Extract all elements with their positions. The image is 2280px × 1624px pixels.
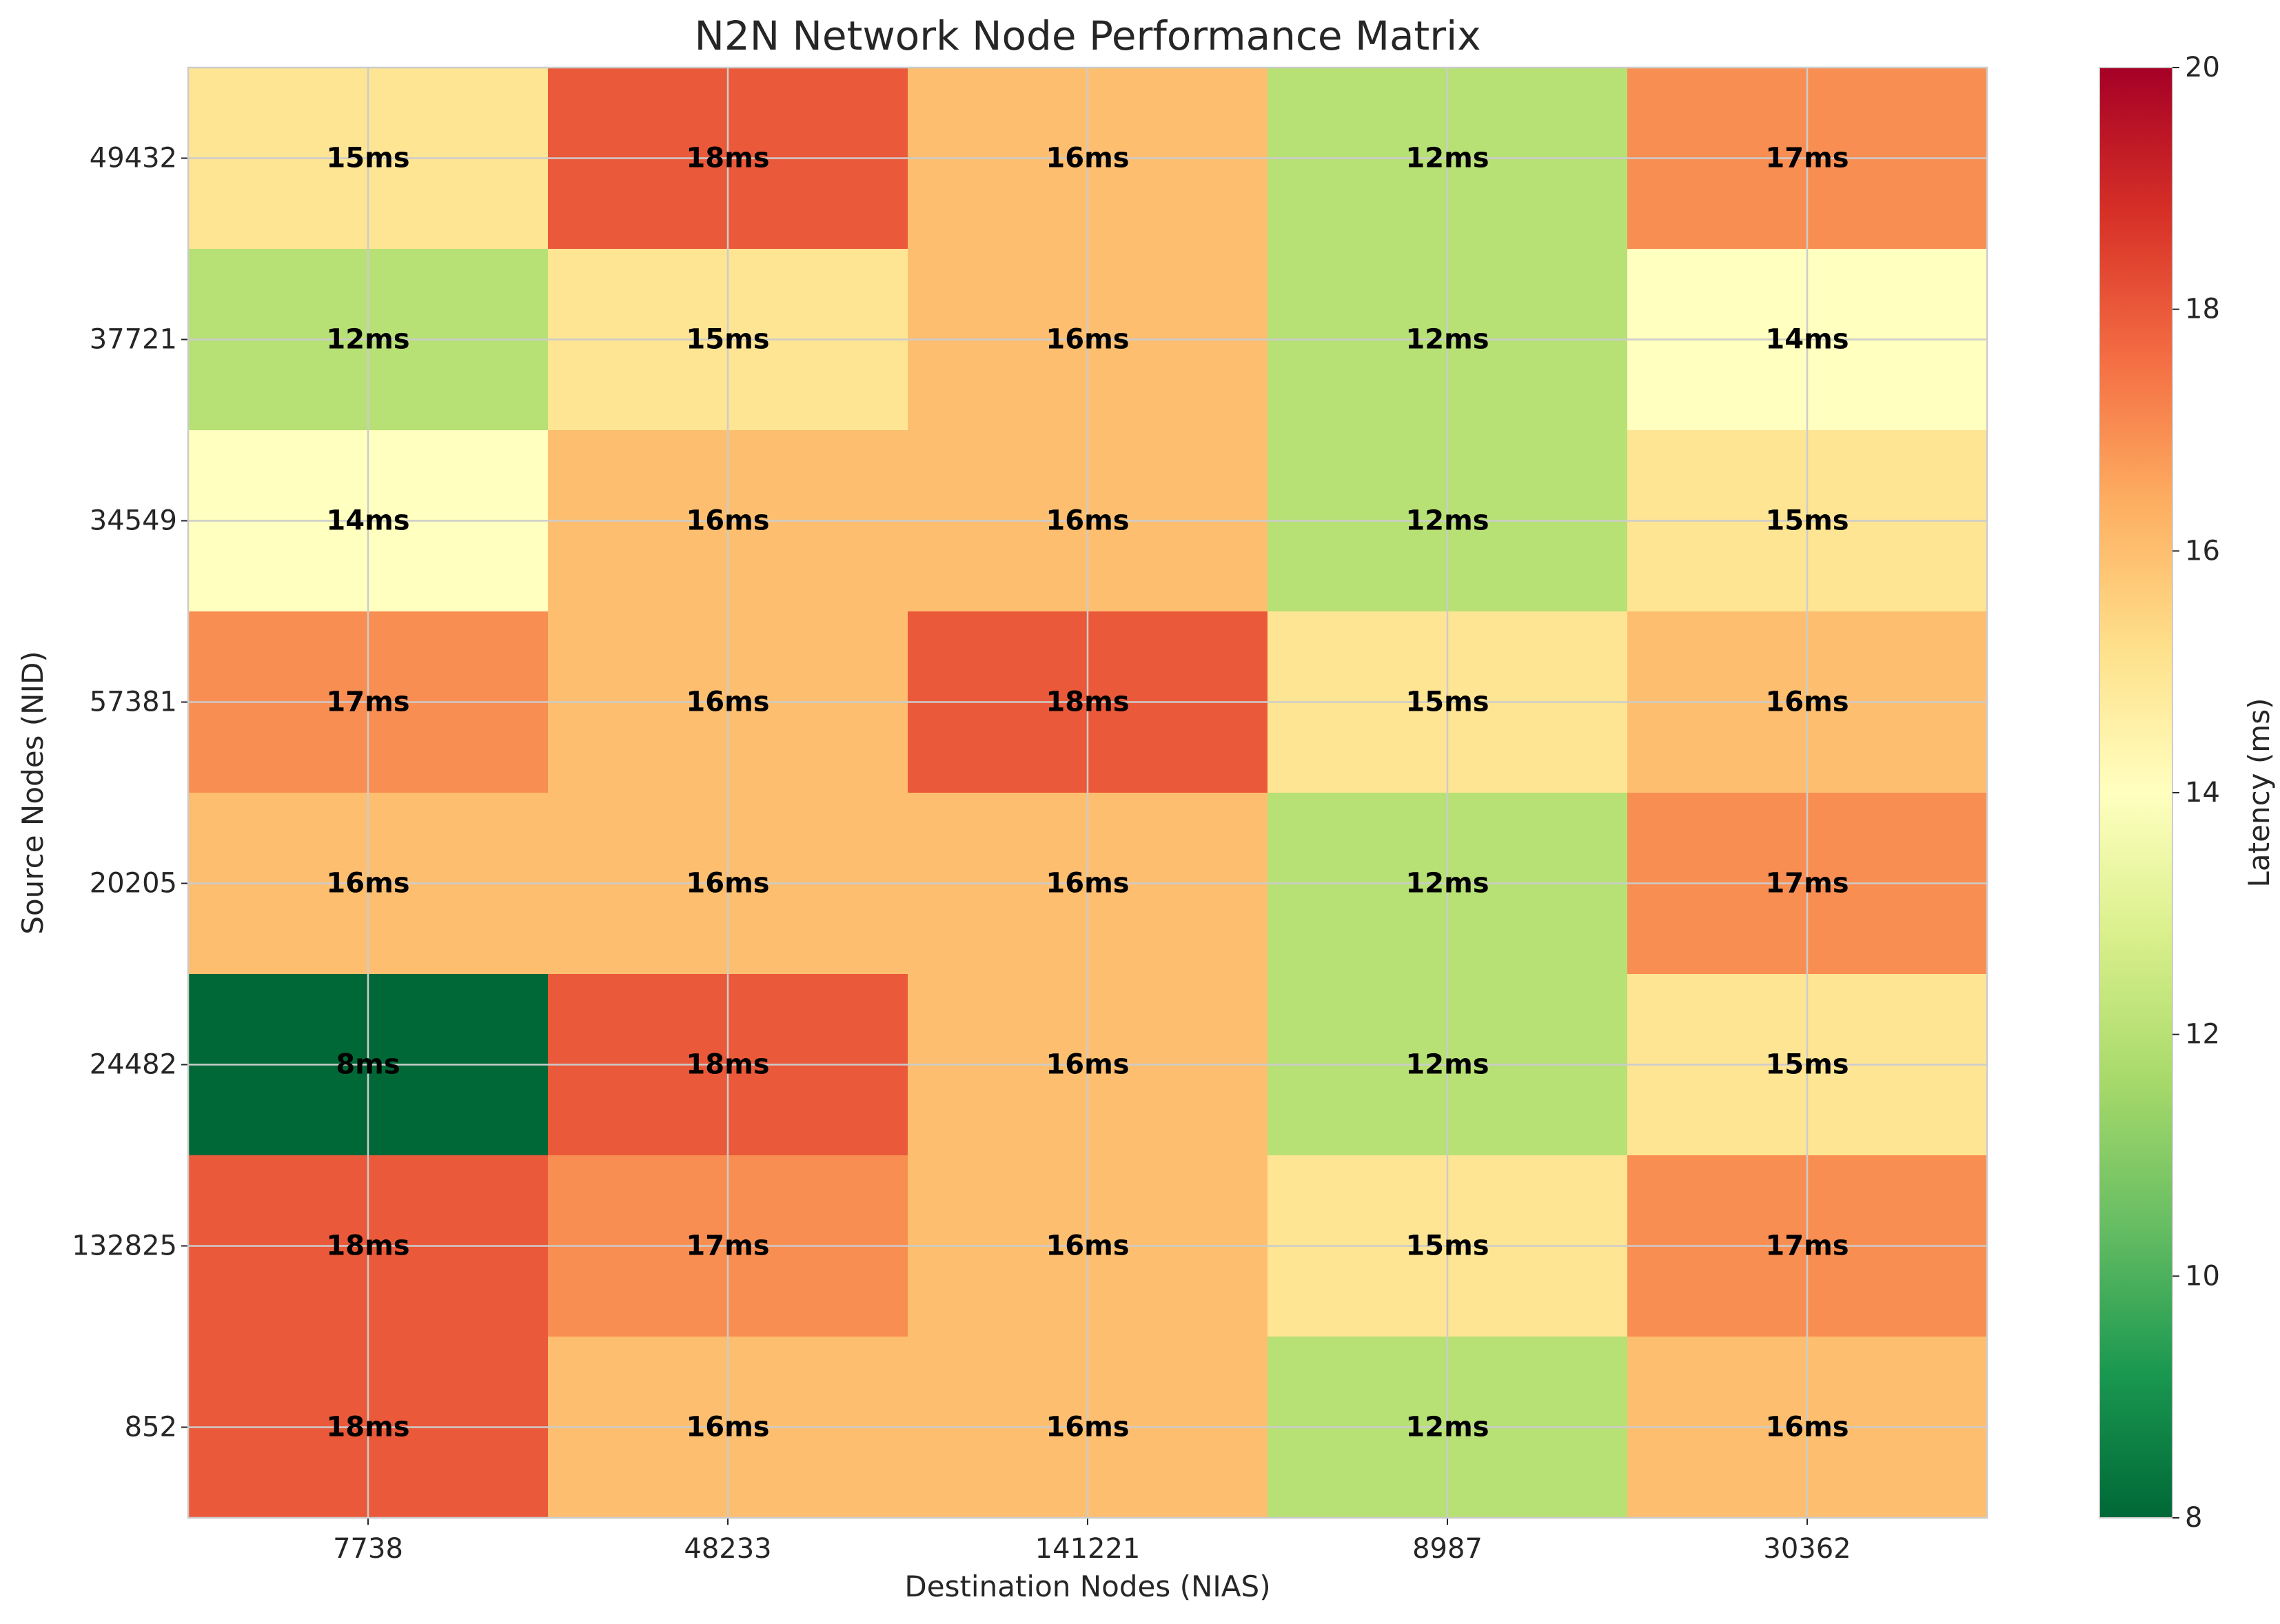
y-tick-label: 24482	[90, 1049, 177, 1081]
cell-value-label: 16ms	[686, 868, 769, 900]
y-axis-ticks: 49432 37721 34549 57381 20205 24482 132825 852	[72, 143, 188, 1443]
x-tick-label: 141221	[1035, 1533, 1141, 1565]
cell-value-label: 16ms	[326, 868, 409, 900]
cell-value-label: 12ms	[326, 324, 409, 356]
cell-annotations: 15ms 18ms 16ms 12ms 17ms 12ms 15ms 16ms 12ms 14ms…	[326, 143, 1849, 1443]
cell-value-label: 8ms	[336, 1049, 400, 1081]
cell-value-label: 12ms	[1405, 1412, 1489, 1443]
y-tick-label: 37721	[90, 324, 177, 356]
cell-value-label: 16ms	[1046, 1049, 1129, 1081]
cell-value-label: 12ms	[1405, 324, 1489, 356]
y-axis-label: Source Nodes (NID)	[16, 651, 50, 934]
cell-value-label: 18ms	[686, 143, 769, 174]
cell-value-label: 17ms	[686, 1230, 769, 1262]
colorbar-tick-label: 16	[2185, 535, 2220, 567]
cell-value-label: 14ms	[326, 505, 409, 537]
cell-value-label: 17ms	[1765, 1230, 1849, 1262]
cell-value-label: 15ms	[326, 143, 409, 174]
x-tick-label: 8987	[1412, 1533, 1483, 1565]
colorbar-ticks: 8 10 12 14 16 18 20	[2172, 52, 2220, 1534]
cell-value-label: 16ms	[1046, 324, 1129, 356]
colorbar-tick-label: 8	[2185, 1502, 2202, 1534]
y-tick-label: 20205	[90, 868, 177, 900]
cell-value-label: 15ms	[1405, 1230, 1489, 1262]
cell-value-label: 18ms	[686, 1049, 769, 1081]
x-tick-label: 7738	[333, 1533, 403, 1565]
x-tick-label: 30362	[1763, 1533, 1851, 1565]
chart-title: N2N Network Node Performance Matrix	[694, 12, 1480, 59]
colorbar-tick-label: 20	[2185, 52, 2220, 83]
cell-value-label: 15ms	[1405, 687, 1489, 718]
cell-value-label: 17ms	[1765, 143, 1849, 174]
cell-value-label: 12ms	[1405, 143, 1489, 174]
cell-value-label: 15ms	[686, 324, 769, 356]
colorbar-label: Latency (ms)	[2242, 698, 2276, 888]
colorbar-tick-label: 10	[2185, 1260, 2220, 1292]
y-tick-label: 57381	[90, 687, 177, 718]
cell-value-label: 16ms	[686, 687, 769, 718]
cell-value-label: 16ms	[1046, 1230, 1129, 1262]
x-axis-ticks: 7738 48233 141221 8987 30362	[333, 1518, 1851, 1565]
cell-value-label: 18ms	[1046, 687, 1129, 718]
y-tick-label: 852	[125, 1412, 177, 1443]
cell-value-label: 16ms	[686, 1412, 769, 1443]
y-tick-label: 34549	[90, 505, 177, 537]
cell-value-label: 16ms	[1765, 687, 1849, 718]
cell-value-label: 18ms	[326, 1412, 409, 1443]
cell-value-label: 16ms	[1046, 868, 1129, 900]
y-tick-label: 132825	[72, 1230, 177, 1262]
colorbar	[2099, 67, 2173, 1519]
colorbar-tick-label: 12	[2185, 1019, 2220, 1050]
cell-value-label: 16ms	[1046, 505, 1129, 537]
cell-value-label: 16ms	[1765, 1412, 1849, 1443]
x-axis-label: Destination Nodes (NIAS)	[904, 1570, 1270, 1603]
cell-value-label: 16ms	[1046, 143, 1129, 174]
plot-frame	[187, 66, 1988, 1519]
cell-value-label: 16ms	[1046, 1412, 1129, 1443]
cell-value-label: 15ms	[1765, 1049, 1849, 1081]
cell-value-label: 17ms	[1765, 868, 1849, 900]
cell-value-label: 17ms	[326, 687, 409, 718]
cell-value-label: 15ms	[1765, 505, 1849, 537]
cell-value-label: 14ms	[1765, 324, 1849, 356]
cell-value-label: 12ms	[1405, 868, 1489, 900]
cell-value-label: 18ms	[326, 1230, 409, 1262]
grid-lines	[188, 68, 1987, 1518]
y-tick-label: 49432	[90, 143, 177, 174]
colorbar-tick-label: 18	[2185, 294, 2220, 325]
cell-value-label: 12ms	[1405, 505, 1489, 537]
x-tick-label: 48233	[684, 1533, 771, 1565]
cell-value-label: 12ms	[1405, 1049, 1489, 1081]
cell-value-label: 16ms	[686, 505, 769, 537]
colorbar-tick-label: 14	[2185, 777, 2220, 809]
